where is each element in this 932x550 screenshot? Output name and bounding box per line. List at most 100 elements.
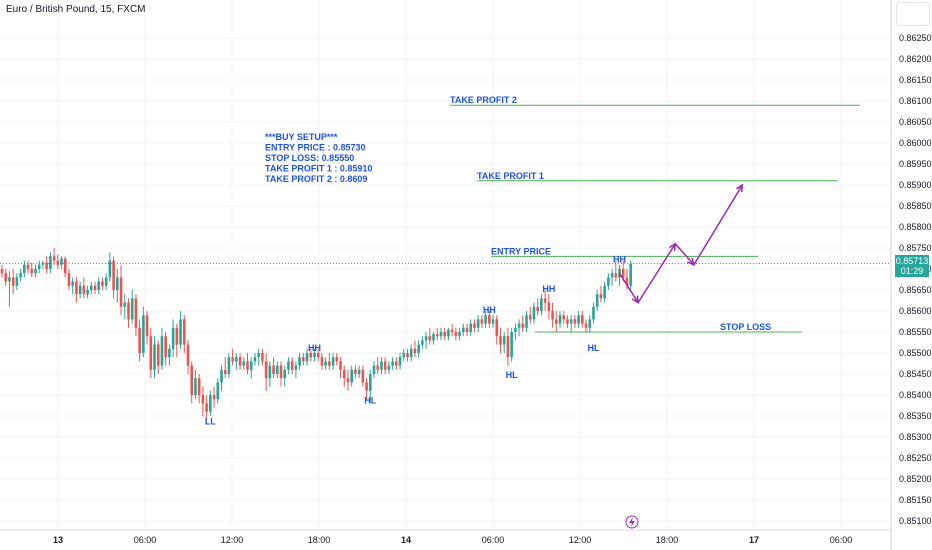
candle-body: [316, 353, 320, 358]
projection-arrows: [618, 183, 744, 305]
candle: [573, 315, 577, 328]
candle: [361, 365, 365, 387]
swing-labels: LL HH HL HH HL HH HL HH: [205, 255, 626, 427]
candle: [93, 281, 97, 295]
candle-body: [625, 277, 629, 286]
candle: [499, 327, 502, 353]
candle: [506, 327, 510, 366]
candle: [313, 348, 316, 362]
candle: [495, 315, 499, 345]
price-tick-label: 0.85250: [899, 453, 932, 463]
candle: [458, 327, 461, 341]
candle-body: [491, 319, 495, 324]
candle: [249, 357, 253, 379]
candle: [491, 315, 495, 328]
candle: [447, 327, 450, 341]
candle-body: [484, 315, 487, 324]
candle: [186, 340, 190, 374]
candle: [104, 273, 108, 290]
candle-body: [63, 258, 67, 274]
candle-body: [71, 281, 74, 286]
settings-button[interactable]: [896, 2, 930, 26]
candle: [171, 319, 175, 358]
candle-body: [406, 353, 409, 358]
candle-body: [86, 290, 89, 295]
candle: [67, 269, 71, 290]
candle: [376, 357, 380, 374]
level-label: TAKE PROFIT 2: [450, 95, 517, 105]
candle: [465, 323, 469, 337]
candle-body: [186, 344, 190, 366]
time-axis-ticks[interactable]: 13 06:00 12:00 18:00 14 06:00 12:00 18:00 17 06:0…: [53, 535, 852, 545]
candle: [532, 302, 536, 324]
candle: [209, 390, 212, 416]
lightning-icon[interactable]: [625, 515, 639, 529]
candle-body: [261, 353, 264, 362]
candle: [592, 302, 595, 324]
candle-body: [272, 365, 275, 374]
candle-body: [562, 315, 566, 320]
candle-body: [439, 332, 443, 337]
candle-body: [197, 378, 201, 395]
candle: [469, 319, 473, 337]
swing-label: HH: [308, 343, 321, 353]
swing-label: HL: [506, 370, 518, 380]
candle-body: [153, 344, 156, 370]
candle-body: [603, 285, 606, 299]
candle-body: [8, 277, 11, 282]
setup-line: ENTRY PRICE : 0.85730: [265, 143, 366, 153]
candle-body: [101, 281, 104, 286]
swing-label: HH: [613, 255, 626, 265]
price-tick-label: 0.86250: [899, 33, 932, 43]
candle-body: [421, 340, 424, 345]
candle: [149, 327, 153, 379]
candle: [108, 252, 112, 282]
candle-body: [346, 378, 350, 383]
setup-line: TAKE PROFIT 2 : 0.8609: [265, 174, 367, 184]
candle-body: [156, 344, 160, 366]
candle: [34, 264, 37, 278]
candle-body: [305, 353, 309, 362]
candle: [387, 361, 391, 374]
candle: [164, 332, 167, 366]
candle-body: [283, 369, 287, 379]
candle: [342, 365, 346, 387]
candle: [421, 336, 424, 349]
candle-body: [320, 357, 324, 366]
candle: [75, 277, 78, 303]
candle-body: [275, 365, 279, 374]
candle: [78, 281, 82, 299]
candle: [231, 348, 234, 366]
candle: [175, 323, 179, 358]
candle-body: [558, 315, 562, 324]
candle: [461, 323, 465, 337]
candle-body: [469, 323, 473, 332]
candle-body: [171, 327, 175, 349]
candle-body: [116, 277, 119, 290]
price-axis-ticks[interactable]: 0.86250 0.86200 0.86150 0.86100 0.86050 0.860…: [899, 33, 932, 526]
candle: [30, 262, 34, 278]
candle-body: [182, 319, 186, 345]
candle: [525, 311, 528, 332]
candle: [584, 319, 588, 332]
candle: [476, 315, 480, 332]
candle: [138, 319, 141, 362]
candle: [246, 353, 249, 374]
projection-segment: [674, 243, 695, 266]
candle: [554, 311, 558, 332]
setup-line: STOP LOSS: 0.85550: [265, 153, 354, 163]
candle: [480, 315, 484, 328]
price-tick-label: 0.85500: [899, 348, 932, 358]
projection-segment: [618, 272, 639, 304]
price-tick-label: 0.85100: [899, 516, 932, 526]
candle-body: [205, 403, 208, 412]
candle-body: [502, 336, 506, 345]
time-tick-label: 14: [401, 535, 411, 545]
candle: [335, 353, 339, 366]
candle-body: [328, 361, 331, 366]
candle-body: [257, 353, 260, 358]
candle: [331, 353, 335, 370]
candle-body: [342, 369, 346, 379]
candle-body: [398, 357, 402, 366]
